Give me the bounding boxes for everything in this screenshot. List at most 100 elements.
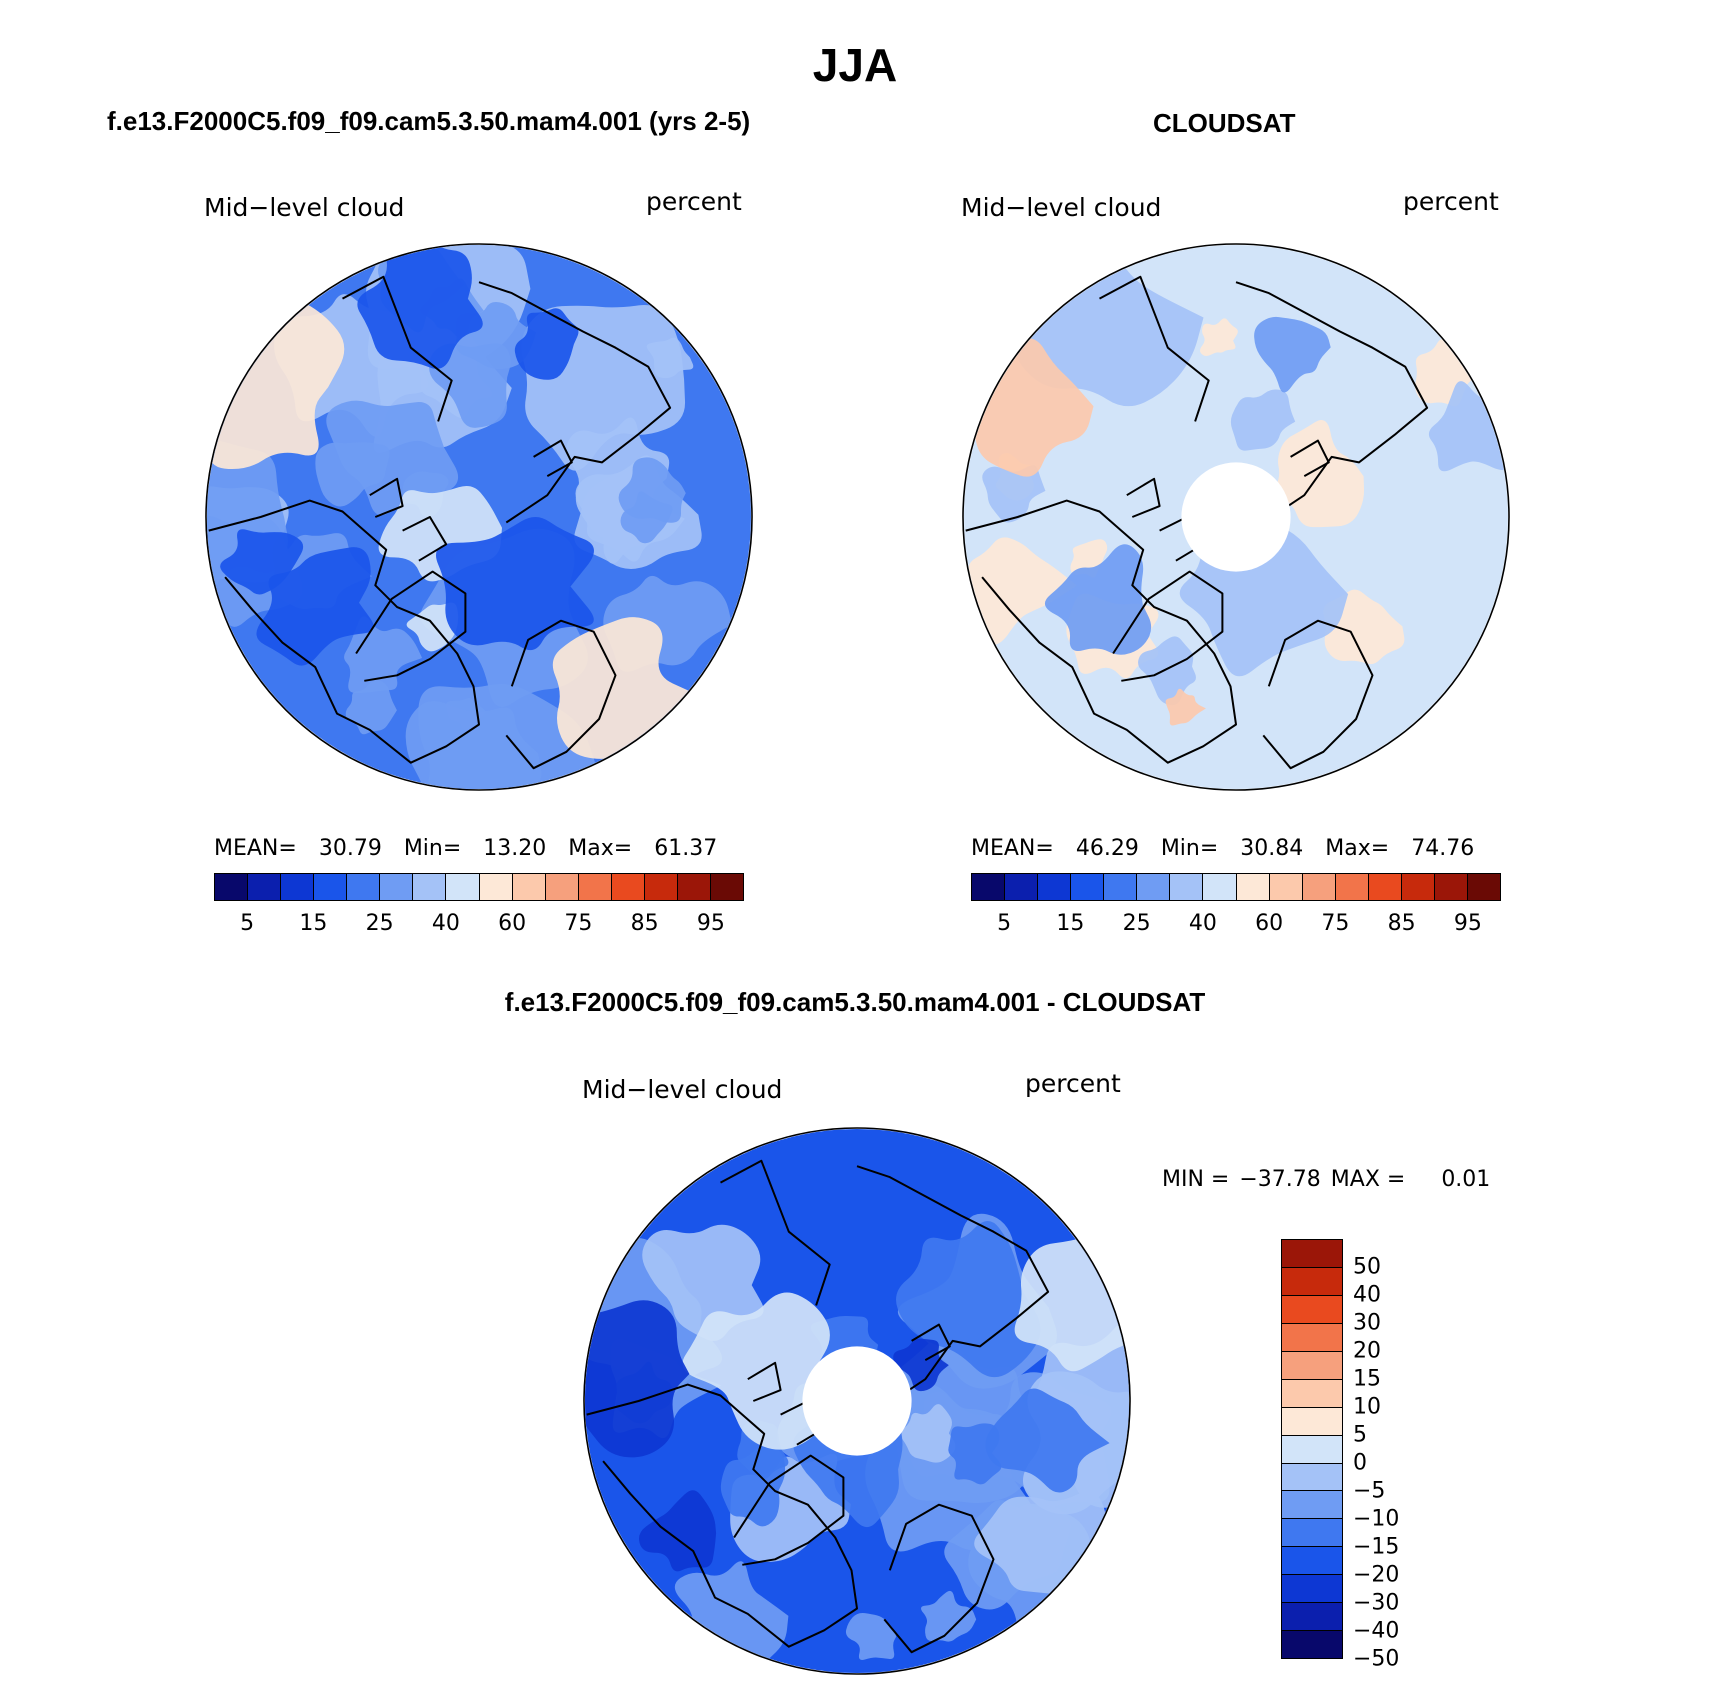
diff-colorbar	[1281, 1239, 1343, 1659]
coastline	[1290, 439, 1330, 477]
coastline	[911, 1323, 951, 1361]
colorbar-swatch	[1282, 1463, 1342, 1492]
colorbar-swatch	[347, 874, 381, 900]
colorbar-swatch	[1282, 1435, 1342, 1464]
colorbar-tick-label: 40	[431, 911, 460, 936]
contour-region	[900, 1404, 956, 1463]
colorbar-tick-label: −15	[1353, 1534, 1400, 1560]
colorbar-tick-label: 60	[498, 911, 527, 936]
model-units-label: percent	[646, 187, 742, 216]
missing-data-pole	[802, 1346, 912, 1456]
missing-data-pole	[1181, 462, 1291, 572]
map-border	[583, 1127, 1131, 1675]
coastline	[747, 1361, 782, 1402]
contour-region	[982, 465, 1046, 523]
coastline	[1126, 477, 1161, 518]
coastline	[208, 499, 480, 764]
colorbar-tick-label: 40	[1353, 1282, 1381, 1308]
obs-panel-title: CLOUDSAT	[1153, 108, 1296, 138]
colorbar-swatch	[380, 874, 414, 900]
coastline	[369, 477, 404, 518]
contour-region	[642, 1224, 764, 1341]
contour-region	[315, 442, 390, 507]
coastline	[533, 439, 573, 477]
colorbar-swatch	[1434, 874, 1468, 900]
coastline	[1099, 275, 1210, 422]
obs-colorbar	[971, 873, 1501, 901]
contour-region	[1254, 316, 1331, 393]
contour-region	[674, 1561, 789, 1673]
colorbar-swatch	[1282, 1631, 1342, 1659]
obs-polar-map	[962, 243, 1510, 791]
contour-region	[1014, 1235, 1129, 1372]
coastline	[965, 499, 1237, 764]
diff-variable-label: Mid−level cloud	[582, 1075, 783, 1104]
colorbar-swatch	[578, 874, 612, 900]
coastline	[586, 1383, 858, 1648]
colorbar-swatch	[1282, 1603, 1342, 1632]
obs-variable-label: Mid−level cloud	[961, 193, 1162, 222]
colorbar-tick-label: 95	[1453, 911, 1482, 936]
colorbar-tick-label: 75	[564, 911, 593, 936]
diff-max-value: 0.01	[1441, 1167, 1491, 1192]
model-min-value: 13.20	[483, 836, 547, 861]
obs-min-value: 30.84	[1240, 836, 1304, 861]
contour-region	[1230, 389, 1296, 451]
colorbar-swatch	[1401, 874, 1435, 900]
colorbar-tick-label: −50	[1353, 1646, 1400, 1672]
colorbar-swatch	[1282, 1323, 1342, 1352]
colorbar-tick-label: 85	[1387, 911, 1416, 936]
map-field	[207, 245, 751, 789]
diff-units-label: percent	[1025, 1069, 1121, 1098]
contour-region	[357, 245, 483, 369]
colorbar-swatch	[611, 874, 645, 900]
colorbar-swatch	[1282, 1407, 1342, 1436]
contour-region	[921, 1590, 977, 1642]
obs-units-label: percent	[1403, 187, 1499, 216]
colorbar-tick-label: 40	[1188, 911, 1217, 936]
model-stats: MEAN= 30.79 Min= 13.20 Max= 61.37	[214, 836, 717, 861]
obs-mean-label: MEAN=	[971, 836, 1054, 861]
colorbar-tick-label: −30	[1353, 1590, 1400, 1616]
contour-region	[638, 1490, 717, 1572]
obs-max-value: 74.76	[1411, 836, 1475, 861]
colorbar-tick-label: 25	[365, 911, 394, 936]
colorbar-swatch	[1282, 1379, 1342, 1408]
obs-mean-value: 46.29	[1075, 836, 1139, 861]
colorbar-swatch	[972, 874, 1006, 900]
contour-region	[1138, 636, 1196, 706]
colorbar-tick-label: 30	[1353, 1310, 1381, 1336]
contour-region	[968, 537, 1078, 646]
contour-region	[345, 679, 397, 735]
coastline	[505, 619, 617, 770]
contour-region	[620, 491, 673, 544]
colorbar-tick-label: 0	[1353, 1450, 1367, 1476]
diff-stats: MIN = −37.78 MAX = 0.01	[1162, 1167, 1490, 1192]
contour-region	[405, 701, 542, 789]
colorbar-tick-label: 20	[1353, 1338, 1381, 1364]
colorbar-tick-label: −5	[1353, 1478, 1386, 1504]
contour-region	[893, 1338, 949, 1392]
map-border	[205, 243, 753, 791]
contour-region	[585, 1300, 690, 1458]
diff-max-label: MAX =	[1330, 1167, 1406, 1192]
model-colorbar	[214, 873, 744, 901]
contour-region	[514, 308, 579, 380]
colorbar-swatch	[677, 874, 711, 900]
colorbar-swatch	[644, 874, 678, 900]
obs-stats: MEAN= 46.29 Min= 30.84 Max= 74.76	[971, 836, 1474, 861]
colorbar-swatch	[1282, 1240, 1342, 1268]
map-border	[962, 243, 1510, 791]
colorbar-tick-label: 95	[696, 911, 725, 936]
colorbar-swatch	[281, 874, 315, 900]
colorbar-tick-label: 25	[1122, 911, 1151, 936]
colorbar-tick-label: 15	[299, 911, 328, 936]
colorbar-swatch	[545, 874, 579, 900]
colorbar-tick-label: 15	[1353, 1366, 1381, 1392]
coastline	[733, 1454, 845, 1566]
colorbar-tick-label: 50	[1353, 1254, 1381, 1280]
coastline	[355, 570, 467, 682]
diff-colorbar-ticks: 50 40 30 20 15 10 5 0 −5 −10 −15 −20 −30 −40 −50	[1353, 1239, 1423, 1672]
colorbar-swatch	[512, 874, 546, 900]
colorbar-tick-label: 15	[1056, 911, 1085, 936]
